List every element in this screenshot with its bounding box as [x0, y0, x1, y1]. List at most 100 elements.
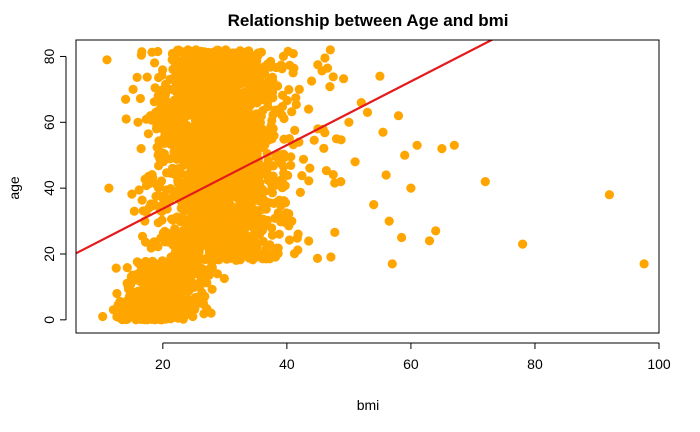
- data-point: [304, 104, 314, 114]
- dense-point: [248, 193, 258, 203]
- dense-point: [284, 235, 295, 245]
- dense-point: [232, 67, 242, 77]
- dense-point: [278, 51, 288, 62]
- dense-point: [304, 176, 314, 186]
- data-point: [362, 107, 373, 117]
- x-tick-label: 20: [155, 356, 171, 372]
- y-tick-label: 80: [41, 48, 57, 64]
- dense-point: [158, 157, 168, 167]
- data-point: [639, 259, 649, 269]
- dense-point: [134, 185, 144, 195]
- dense-point: [202, 214, 212, 224]
- dense-point: [223, 176, 233, 186]
- dense-point: [276, 60, 286, 70]
- dense-point: [264, 82, 274, 92]
- dense-point: [247, 116, 258, 126]
- dense-point: [172, 304, 182, 314]
- dense-point: [270, 213, 280, 223]
- dense-point: [291, 99, 301, 110]
- dense-point: [111, 263, 121, 273]
- dense-point: [142, 72, 152, 82]
- data-point: [412, 140, 422, 150]
- dense-point: [179, 84, 189, 94]
- dense-point: [184, 295, 194, 305]
- dense-point: [218, 60, 228, 70]
- dense-point: [168, 121, 178, 131]
- dense-point: [192, 87, 202, 97]
- dense-point: [180, 148, 190, 158]
- dense-point: [267, 177, 277, 187]
- dense-point: [190, 200, 200, 210]
- dense-point: [166, 263, 176, 274]
- dense-point: [191, 45, 201, 55]
- dense-point: [210, 208, 220, 218]
- dense-point: [187, 262, 197, 272]
- dense-point: [160, 195, 170, 205]
- dense-point: [192, 223, 202, 233]
- dense-point: [141, 283, 151, 293]
- data-point: [112, 288, 122, 299]
- dense-point: [198, 76, 208, 86]
- dense-point: [309, 135, 319, 145]
- dense-point: [209, 150, 219, 160]
- x-tick-label: 80: [527, 356, 543, 372]
- dense-point: [280, 152, 290, 162]
- data-point: [128, 84, 138, 94]
- dense-point: [287, 107, 297, 117]
- dense-point: [219, 53, 229, 63]
- dense-point: [184, 156, 194, 166]
- dense-point: [154, 269, 164, 279]
- dense-point: [188, 122, 198, 132]
- dense-point: [187, 64, 197, 74]
- data-point: [437, 144, 447, 154]
- regression-line-layer: [76, 40, 495, 255]
- dense-point: [229, 236, 239, 246]
- dense-point: [137, 47, 147, 57]
- dense-point: [160, 115, 170, 125]
- dense-point: [184, 302, 194, 312]
- dense-point: [175, 238, 185, 248]
- data-points: [98, 45, 649, 322]
- dense-point: [320, 53, 330, 63]
- dense-point: [190, 101, 201, 111]
- dense-point: [267, 134, 277, 144]
- x-axis-label: bmi: [357, 397, 380, 413]
- dense-point: [154, 72, 164, 83]
- data-point: [294, 84, 304, 94]
- dense-point: [258, 214, 268, 224]
- data-point: [604, 190, 615, 200]
- x-tick-label: 40: [279, 356, 295, 372]
- dense-point: [228, 113, 239, 123]
- dense-point: [183, 219, 193, 229]
- dense-point: [239, 195, 249, 205]
- dense-point: [203, 88, 214, 98]
- dense-point: [126, 272, 136, 282]
- dense-point: [238, 90, 248, 100]
- dense-point: [141, 258, 151, 268]
- dense-point: [245, 216, 255, 226]
- dense-point: [218, 216, 228, 227]
- dense-point: [259, 95, 269, 105]
- dense-point: [207, 284, 217, 294]
- dense-point: [260, 68, 270, 79]
- dense-point: [276, 201, 286, 211]
- dense-point: [321, 166, 331, 176]
- data-point: [449, 140, 459, 150]
- data-point: [369, 200, 379, 210]
- dense-point: [159, 94, 169, 104]
- data-point: [98, 311, 108, 322]
- dense-point: [284, 85, 294, 95]
- dense-point: [253, 78, 263, 88]
- data-point: [104, 183, 114, 193]
- dense-point: [246, 71, 256, 81]
- dense-point: [143, 129, 153, 139]
- dense-point: [228, 75, 238, 86]
- dense-point: [218, 137, 228, 147]
- y-tick-label: 0: [41, 316, 57, 324]
- dense-point: [304, 236, 314, 246]
- dense-point: [209, 233, 219, 243]
- chart-title: Relationship between Age and bmi: [228, 11, 509, 30]
- data-point: [133, 117, 143, 127]
- dense-point: [171, 213, 181, 223]
- dense-point: [209, 160, 219, 170]
